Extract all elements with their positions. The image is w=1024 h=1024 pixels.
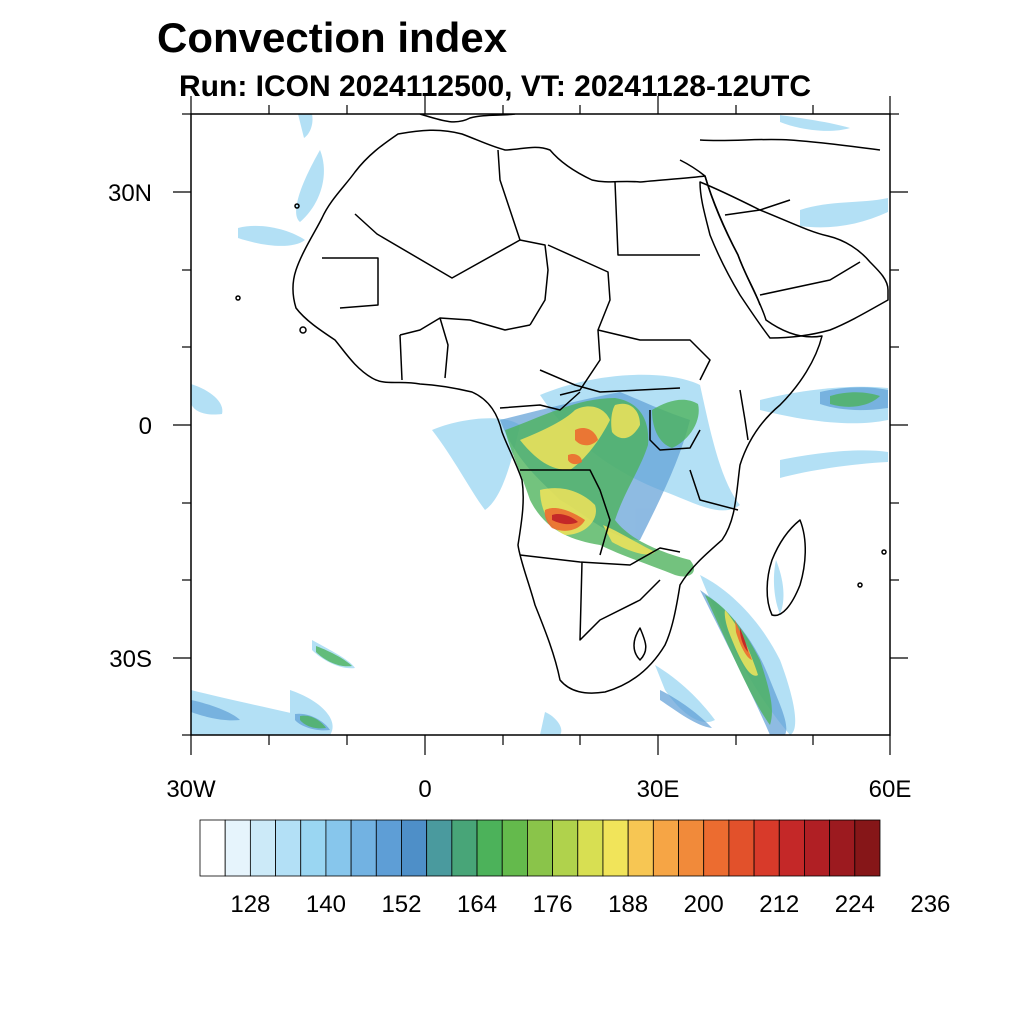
colorbar-swatch [552, 819, 579, 877]
border-line [497, 149, 521, 241]
island [299, 326, 307, 334]
border-line [724, 199, 791, 216]
lon-label-60e: 60E [869, 776, 912, 803]
border-line [689, 469, 739, 511]
convection-extreme [552, 513, 748, 652]
colorbar-swatch [753, 819, 780, 877]
island [235, 295, 241, 301]
lon-label-30w: 30W [166, 776, 216, 803]
anatolia-coastline [699, 138, 881, 151]
colorbar-swatch [804, 819, 831, 877]
colorbar-swatch [527, 819, 553, 877]
colorbar-swatch [224, 819, 251, 877]
colorbar-swatch [627, 819, 654, 877]
europe-coastline [419, 114, 516, 123]
border-line [539, 369, 681, 393]
colorbar-label: 128 [230, 891, 270, 918]
chart-subtitle: Run: ICON 2024112500, VT: 20241128-12UTC [179, 70, 812, 103]
colorbar-label: 188 [608, 891, 648, 918]
colorbar-labels: 128 140 152 164 176 188 200 212 224 236 [230, 891, 950, 918]
colorbar-swatch [275, 819, 302, 877]
colorbar-label: 224 [835, 891, 875, 918]
border-line [597, 329, 711, 381]
axis-ticks [173, 96, 908, 755]
border-line [579, 561, 661, 641]
colorbar-label: 212 [759, 891, 799, 918]
island [881, 549, 887, 555]
colorbar-swatch [854, 819, 881, 877]
colorbar-swatch [300, 819, 327, 877]
colorbar-swatch [678, 819, 705, 877]
colorbar-label: 164 [457, 891, 497, 918]
border-line [439, 317, 449, 379]
colorbar-swatch [199, 819, 226, 877]
madagascar-coastline [766, 519, 807, 617]
colorbar [199, 819, 881, 877]
colorbar-swatch [652, 819, 679, 877]
colorbar-swatch [778, 819, 805, 877]
lon-label-30e: 30E [637, 776, 680, 803]
colorbar-swatch [350, 819, 377, 877]
chart-title: Convection index [157, 14, 508, 61]
colorbar-swatch [375, 819, 402, 877]
convection-field [191, 114, 888, 735]
border-line [322, 257, 379, 309]
lon-label-0: 0 [418, 776, 431, 803]
border-line [499, 391, 581, 411]
colorbar-label: 152 [381, 891, 421, 918]
border-line [739, 389, 749, 441]
colorbar-label: 236 [910, 891, 950, 918]
colorbar-swatch [426, 819, 453, 877]
lat-label-30n: 30N [108, 180, 152, 207]
colorbar-swatch [577, 819, 604, 877]
border-line [399, 334, 403, 381]
colorbar-swatch [829, 819, 856, 877]
island [294, 203, 300, 209]
africa-coastline [292, 129, 823, 694]
colorbar-swatch [501, 819, 528, 877]
levant-coastline [679, 159, 706, 177]
red-sea-coastline [704, 175, 761, 306]
border-line [354, 213, 549, 326]
colorbar-swatch [703, 819, 730, 877]
coastlines-and-borders [235, 114, 889, 694]
island [857, 582, 863, 588]
border-line [520, 469, 611, 556]
lat-label-0: 0 [139, 413, 152, 440]
colorbar-swatch [249, 819, 276, 877]
colorbar-swatch [728, 819, 755, 877]
colorbar-swatch [401, 819, 428, 877]
border-line [614, 181, 700, 256]
colorbar-label: 140 [306, 891, 346, 918]
colorbar-swatch [476, 819, 503, 877]
colorbar-swatch [325, 819, 352, 877]
colorbar-label: 200 [684, 891, 724, 918]
border-line [759, 261, 861, 296]
arabia-coastline [699, 181, 889, 339]
border-line [547, 244, 611, 396]
colorbar-swatch [602, 819, 629, 877]
border-line [519, 547, 681, 566]
border-line [633, 627, 647, 661]
lat-label-30s: 30S [109, 646, 152, 673]
colorbar-label: 176 [533, 891, 573, 918]
colorbar-swatch [451, 819, 478, 877]
border-line [399, 317, 531, 336]
border-line [649, 410, 701, 451]
